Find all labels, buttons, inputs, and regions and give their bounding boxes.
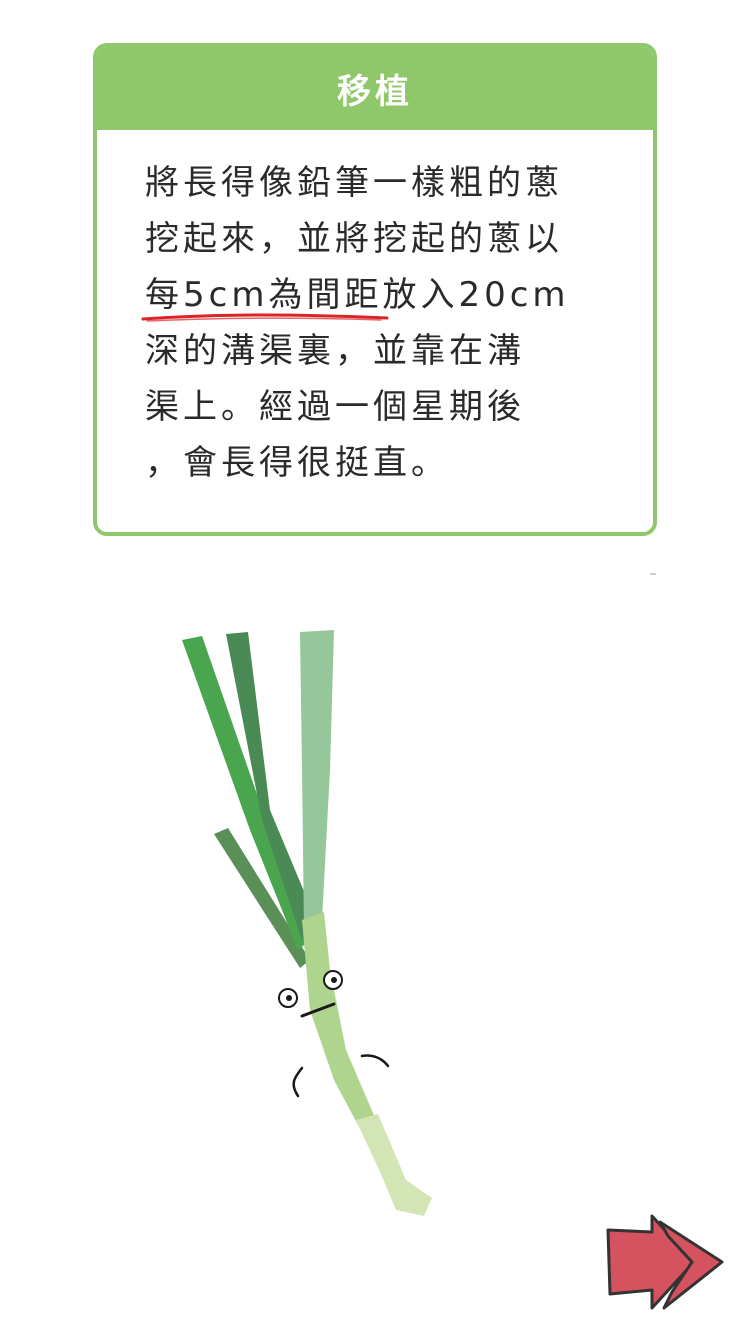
double-arrow-right-icon — [606, 1214, 724, 1310]
body-line-6: ，會長得很挺直。 — [145, 443, 449, 483]
body-line-1: 將長得像鉛筆一樣粗的蔥 — [145, 163, 563, 203]
stray-mark — [650, 573, 656, 575]
card-title: 移植 — [337, 72, 413, 112]
body-line-2: 挖起來，並將挖起的蔥以 — [145, 219, 563, 259]
onion-stem — [302, 912, 376, 1140]
highlighted-spacing: 每5cm為間距 — [141, 275, 389, 322]
highlight-text: 每5cm為間距 — [145, 275, 383, 315]
green-onion-character — [182, 630, 432, 1216]
onion-leaf-1 — [214, 828, 310, 968]
body-line-3-rest: 放入20cm — [382, 275, 570, 315]
next-page-button[interactable] — [602, 1212, 728, 1314]
body-line-4: 深的溝渠裏，並靠在溝 — [145, 331, 525, 371]
red-underline — [141, 313, 389, 322]
onion-leaf-2 — [182, 636, 310, 950]
info-card: 移植 將長得像鉛筆一樣粗的蔥 挖起來，並將挖起的蔥以 每5cm為間距 放入20cm… — [93, 43, 657, 536]
onion-leaf-4 — [300, 630, 334, 930]
left-arm — [292, 1066, 304, 1098]
body-line-3: 每5cm為間距 放入20cm — [141, 267, 615, 323]
onion-base — [356, 1114, 432, 1216]
body-line-5: 渠上。經過一個星期後 — [145, 387, 525, 427]
mouth — [300, 1002, 336, 1018]
card-header: 移植 — [97, 47, 653, 130]
right-arm — [360, 1054, 390, 1068]
card-body: 將長得像鉛筆一樣粗的蔥 挖起來，並將挖起的蔥以 每5cm為間距 放入20cm 深的… — [141, 155, 615, 491]
onion-leaf-3 — [226, 632, 316, 940]
